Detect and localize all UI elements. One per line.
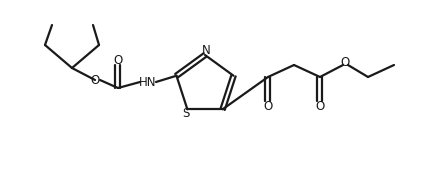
Text: S: S	[182, 107, 190, 120]
Text: O: O	[339, 57, 349, 70]
Text: O: O	[315, 99, 324, 112]
Text: O: O	[263, 99, 272, 112]
Text: HN: HN	[139, 75, 156, 89]
Text: N: N	[201, 43, 210, 57]
Text: O: O	[113, 53, 122, 66]
Text: O: O	[90, 74, 99, 86]
